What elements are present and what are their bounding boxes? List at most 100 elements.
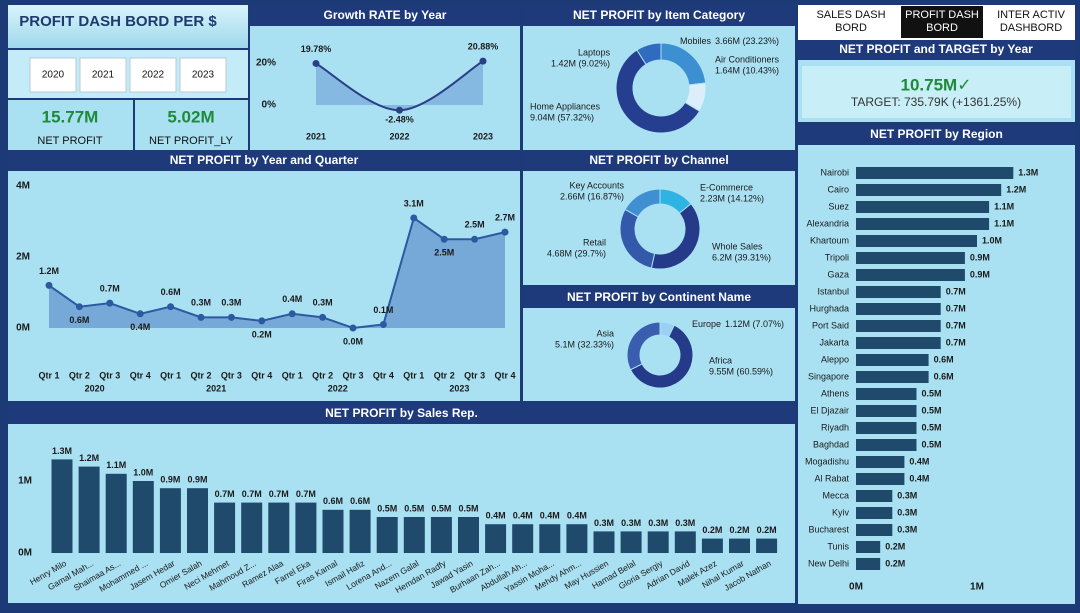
y-tick-label: Jakarta [819, 337, 849, 347]
data-label: 2.5M [434, 248, 454, 258]
nav-button[interactable]: SALES DASH BORD [810, 6, 892, 38]
y-tick-label: El Djazair [810, 405, 849, 415]
data-label: 0.3M [313, 298, 333, 308]
data-label: 0.4M [513, 511, 533, 521]
panel-title: NET PROFIT by Region [870, 127, 1003, 141]
x-tick-label: Qtr 2 [190, 370, 211, 380]
bar [856, 337, 941, 349]
slice-name: E-Commerce [700, 182, 753, 192]
y-tick-label: 0% [262, 100, 277, 111]
data-label: 0.7M [946, 303, 966, 313]
slice-value: 1.12M (7.07%) [725, 319, 784, 329]
panel-header [523, 150, 795, 171]
point [167, 303, 175, 311]
y-tick-label: Kyiv [832, 507, 850, 517]
bar [322, 509, 344, 553]
panel-header [8, 150, 520, 171]
year-button[interactable] [179, 57, 227, 93]
bar [132, 481, 154, 553]
data-label: 0.2M [252, 329, 272, 339]
x-tick-label: Qtr 1 [282, 370, 303, 380]
bar [856, 473, 905, 485]
y-tick-label: Aleppo [821, 354, 849, 364]
data-label: 0.9M [970, 252, 990, 262]
x-tick-label: 1M [970, 582, 984, 593]
y-tick-label: Mogadishu [805, 456, 849, 466]
data-label: 0.5M [377, 503, 397, 513]
x-tick-label: Qtr 4 [373, 370, 394, 380]
nav-button-active[interactable]: PROFIT DASH BORD [901, 6, 983, 38]
donut-slice [624, 188, 661, 218]
bar [430, 517, 452, 553]
data-label: 0.7M [296, 489, 316, 499]
point [471, 235, 479, 243]
x-tick-label: Qtr 1 [160, 370, 181, 380]
slice-name: Air Conditioners [715, 54, 780, 64]
bar [856, 541, 881, 553]
nav-button[interactable]: INTER ACTIV DASHBORD [990, 6, 1072, 38]
panel-title: NET PROFIT by Year and Quarter [170, 153, 359, 167]
data-label: 0.6M [161, 287, 181, 297]
data-label: 0.5M [404, 503, 424, 513]
bar [187, 488, 208, 553]
bar [856, 405, 917, 417]
year-button[interactable] [79, 57, 127, 93]
data-label: 0.6M [69, 315, 89, 325]
y-tick-label: Mecca [822, 490, 849, 500]
point [312, 59, 320, 67]
bar [856, 490, 893, 502]
y-tick-label: Singapore [808, 371, 849, 381]
data-label: 1.2M [1006, 184, 1026, 194]
x-tick-label: Qtr 2 [312, 370, 333, 380]
data-label: 0.3M [191, 298, 211, 308]
donut-slice [615, 49, 701, 134]
year-button[interactable] [29, 57, 77, 93]
slice-name: Africa [709, 355, 732, 365]
x-tick-label: Qtr 2 [69, 370, 90, 380]
panel-title: NET PROFIT by Item Category [573, 8, 745, 22]
data-label: 0.6M [934, 371, 954, 381]
x-tick-label: 2023 [473, 131, 493, 141]
data-label: 1.1M [106, 460, 126, 470]
bar [756, 538, 778, 553]
point [440, 235, 448, 243]
data-label: 0.4M [130, 322, 150, 332]
bar [856, 167, 1014, 179]
slice-value: 9.04M (57.32%) [530, 112, 594, 122]
slice-name: Laptops [578, 47, 611, 57]
data-label: 0.4M [282, 294, 302, 304]
panel-title: NET PROFIT and TARGET by Year [839, 42, 1033, 56]
bar [856, 252, 965, 264]
bar [214, 502, 236, 553]
bar [856, 371, 929, 383]
bar [856, 558, 881, 570]
data-label: 0.7M [215, 489, 235, 499]
data-label: 2.5M [465, 220, 485, 230]
y-tick-label: Suez [828, 201, 849, 211]
data-label: 2.7M [495, 213, 515, 223]
x-tick-label: Qtr 4 [251, 370, 272, 380]
data-label: 0.3M [594, 518, 614, 528]
bar [647, 531, 669, 553]
slice-value: 2.66M (16.87%) [560, 191, 624, 201]
slice-name: Europe [692, 319, 721, 329]
target-card [802, 66, 1071, 118]
point [396, 106, 403, 114]
x-tick-label: Qtr 1 [38, 370, 59, 380]
bar [512, 524, 534, 553]
year-button[interactable] [129, 57, 177, 93]
bar [539, 524, 561, 553]
y-tick-label: Tunis [827, 541, 849, 551]
y-tick-label: 1M [18, 476, 32, 487]
x-group-label: 2021 [206, 383, 226, 393]
x-tick-label: 2021 [306, 131, 326, 141]
point [258, 317, 266, 325]
y-tick-label: Port Said [812, 320, 849, 330]
y-tick-label: Alexandria [806, 218, 849, 228]
point [106, 299, 114, 307]
point [319, 313, 327, 321]
data-label: 0.4M [909, 456, 929, 466]
data-label: 0.4M [567, 511, 587, 521]
y-tick-label: 20% [256, 58, 276, 69]
